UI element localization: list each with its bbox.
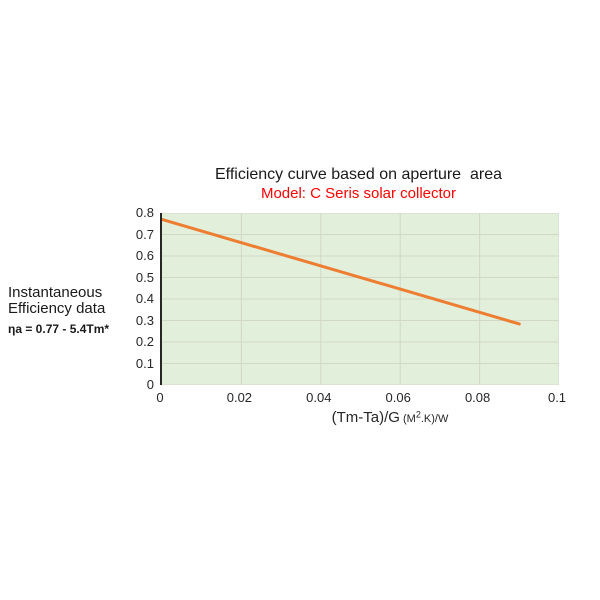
x-tick-label: 0 [156, 390, 164, 405]
y-tick-label: 0.2 [135, 334, 154, 349]
side-note-line2: Efficiency data [8, 300, 106, 317]
x-tick-label: 0.1 [547, 390, 567, 405]
efficiency-equation: ηa = 0.77 - 5.4Tm* [8, 322, 110, 336]
x-axis-unit-superscript: 2 [415, 409, 421, 420]
x-axis-title: (Tm-Ta)/G (M2.K)/W [240, 409, 540, 427]
y-tick-label: 0.3 [135, 312, 154, 328]
y-tick-label: 0 [146, 377, 154, 392]
y-axis-tick-labels: 0 0.1 0.2 0.3 0.4 0.5 0.6 0.7 0.8 [108, 205, 154, 393]
y-tick-label: 0.7 [135, 226, 154, 242]
y-tick-label: 0.4 [135, 291, 154, 306]
x-axis-title-unit: (M2.K)/W [399, 410, 449, 425]
x-axis-unit-prefix: (M [399, 413, 416, 425]
y-tick-label: 0.8 [135, 205, 154, 220]
plot-area [160, 213, 559, 385]
efficiency-line-chart [162, 213, 559, 385]
side-note-line1: Instantaneous [8, 284, 103, 301]
y-tick-label: 0.5 [135, 269, 154, 285]
series-instantaneous-efficiency [162, 217, 521, 326]
chart-subtitle: Model: C Seris solar collector [260, 185, 457, 202]
x-tick-label: 0.02 [226, 390, 253, 405]
x-axis-title-main: (Tm-Ta)/G [331, 409, 400, 426]
y-tick-label: 0.6 [135, 248, 154, 263]
x-tick-label: 0.06 [385, 390, 411, 405]
y-tick-label: 0.1 [135, 355, 154, 371]
x-tick-label: 0.08 [464, 390, 491, 405]
x-axis-unit-suffix: .K)/W [420, 413, 449, 425]
x-tick-label: 0.04 [306, 390, 332, 405]
x-axis-tick-labels: 0 0.02 0.04 0.06 0.08 0.1 [156, 390, 566, 408]
chart-title: Efficiency curve based on aperture area [215, 166, 502, 183]
side-note: Instantaneous Efficiency data ηa = 0.77 … [8, 284, 153, 337]
